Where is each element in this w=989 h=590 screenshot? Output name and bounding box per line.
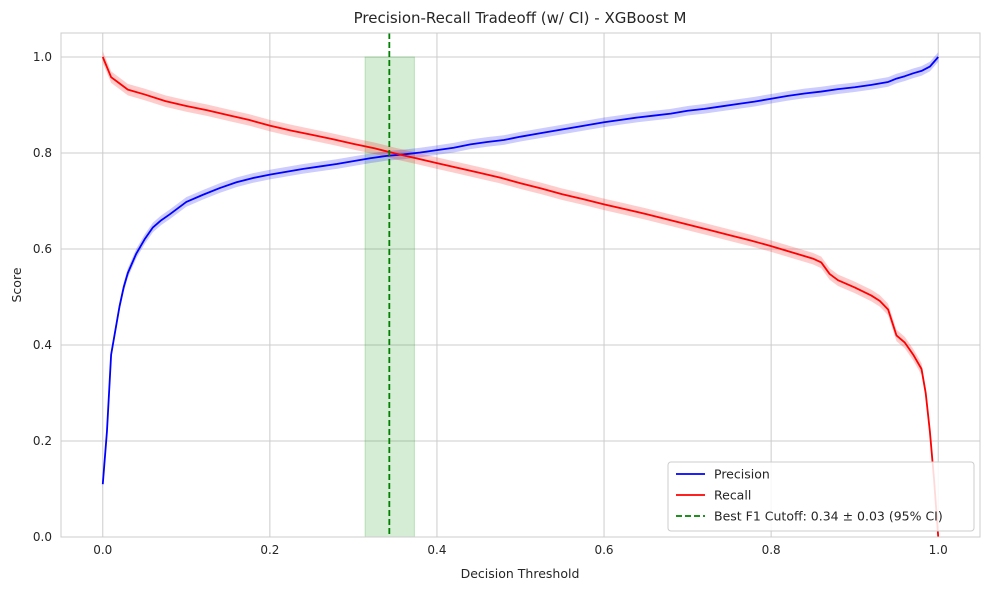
- legend-label: Best F1 Cutoff: 0.34 ± 0.03 (95% CI): [714, 509, 943, 524]
- series-line-precision: [101, 56, 939, 485]
- y-tick-label: 0.6: [33, 242, 52, 256]
- x-tick-label: 0.6: [594, 543, 613, 557]
- plot-background: [61, 33, 980, 537]
- x-axis-ticks: 0.0 0.2 0.4 0.6 0.8 1.0: [93, 543, 948, 557]
- x-tick-label: 0.0: [93, 543, 112, 557]
- plot-frame: [60, 32, 981, 538]
- y-axis-label: Score: [9, 267, 24, 302]
- chart-title: Precision-Recall Tradeoff (w/ CI) - XGBo…: [354, 9, 687, 27]
- x-tick-label: 0.4: [427, 543, 446, 557]
- legend-label: Precision: [714, 467, 770, 482]
- y-tick-label: 0.2: [33, 434, 52, 448]
- x-tick-label: 1.0: [929, 543, 948, 557]
- legend: Precision Recall Best F1 Cutoff: 0.34 ± 0.…: [667, 461, 975, 532]
- series-lines: [101, 56, 940, 538]
- y-tick-label: 0.4: [33, 338, 52, 352]
- legend-box: [667, 461, 975, 532]
- x-tick-label: 0.8: [762, 543, 781, 557]
- ci-band-precision: [102, 52, 939, 489]
- legend-label: Recall: [714, 488, 751, 503]
- y-tick-label: 1.0: [33, 50, 52, 64]
- y-axis-ticks: 0.0 0.2 0.4 0.6 0.8 1.0: [33, 50, 52, 544]
- series-line-recall: [101, 56, 940, 538]
- x-tick-label: 0.2: [260, 543, 279, 557]
- confidence-intervals: [102, 51, 939, 538]
- y-tick-label: 0.8: [33, 146, 52, 160]
- y-tick-label: 0.0: [33, 530, 52, 544]
- x-axis-label: Decision Threshold: [461, 566, 580, 581]
